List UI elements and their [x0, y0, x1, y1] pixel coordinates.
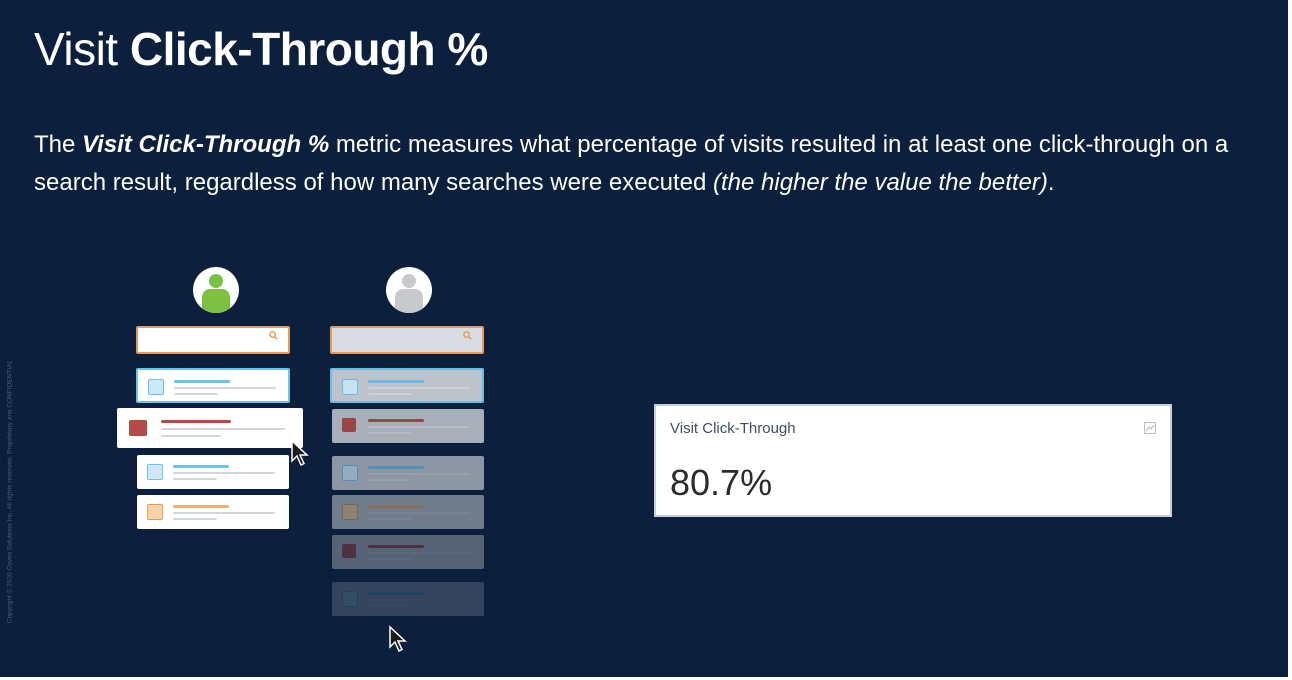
desc-aside: (the higher the value the better) [713, 169, 1048, 196]
result-card [332, 535, 484, 569]
video-icon [342, 418, 356, 432]
document-icon [342, 504, 358, 520]
video-icon [129, 420, 147, 436]
user-icon [386, 267, 432, 313]
search-icon [269, 331, 278, 340]
chart-settings-icon[interactable] [1144, 422, 1156, 434]
result-card [332, 409, 484, 443]
click-burst-icon [280, 429, 309, 467]
cursor-icon [291, 439, 309, 467]
result-card [137, 455, 289, 489]
title-light: Visit [34, 23, 118, 75]
result-card [136, 368, 290, 403]
link-icon [342, 591, 358, 607]
cursor-icon [389, 625, 407, 653]
search-icon [463, 331, 472, 340]
result-card [330, 368, 484, 403]
desc-body: metric measures what percentage of visit… [34, 131, 1229, 196]
link-icon [342, 465, 358, 481]
desc-metric: Visit Click-Through % [82, 131, 330, 158]
title-bold: Click-Through % [129, 23, 488, 75]
link-icon [148, 379, 164, 395]
clicked-result-card [117, 408, 303, 448]
widget-value: 80.7% [670, 462, 773, 503]
link-icon [147, 464, 163, 480]
slide-description: The Visit Click-Through % metric measure… [34, 126, 1264, 202]
desc-lead: The [34, 131, 83, 158]
result-card [332, 456, 484, 490]
search-box [330, 326, 484, 354]
result-card [137, 495, 289, 529]
link-icon [342, 379, 358, 395]
widget-label: Visit Click-Through [670, 420, 796, 437]
document-icon [147, 504, 163, 520]
visit-click-through-widget: Visit Click-Through 80.7% [654, 404, 1172, 517]
copyright-notice: Copyright © 2020 Coveo Solutions Inc. Al… [6, 359, 14, 624]
desc-end: . [1047, 169, 1055, 196]
slide-title: Visit Click-Through % [34, 22, 488, 76]
search-box [136, 326, 290, 354]
video-icon [342, 544, 356, 558]
user-icon [193, 267, 239, 313]
result-card [332, 582, 484, 616]
result-card [332, 495, 484, 529]
